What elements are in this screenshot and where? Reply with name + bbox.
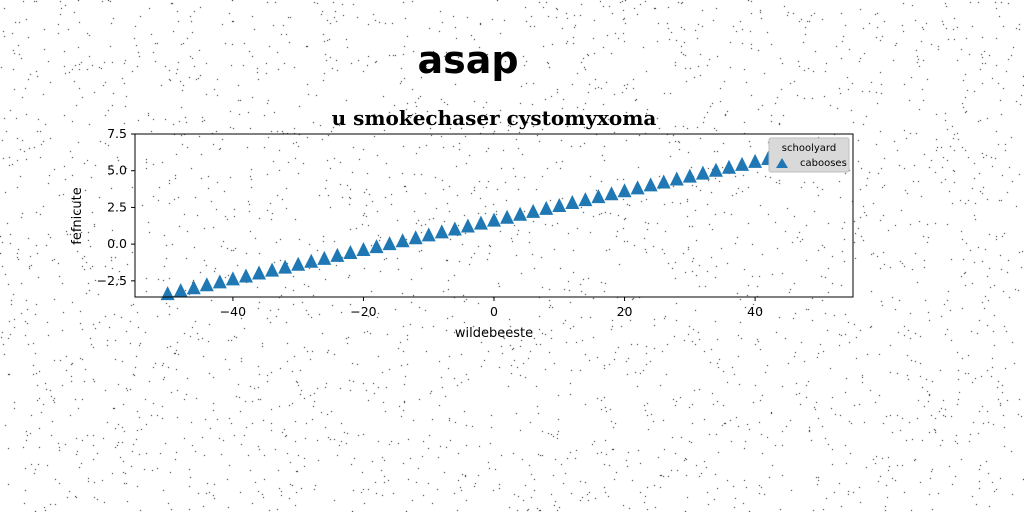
legend-box	[768, 137, 850, 173]
x-tick-label: −20	[350, 304, 376, 319]
legend: schoolyard cabooses	[768, 137, 850, 173]
data-point-triangle	[304, 253, 319, 268]
data-point-triangle	[395, 233, 410, 248]
legend-entry-label: cabooses	[800, 158, 847, 169]
data-point-triangle	[421, 227, 436, 242]
data-point-triangle	[330, 247, 345, 262]
legend-marker-triangle-icon	[776, 158, 788, 168]
legend-title: schoolyard	[782, 143, 836, 154]
data-point-triangle	[278, 259, 293, 274]
data-point-triangle	[630, 180, 645, 195]
figure-title: asap	[417, 38, 519, 82]
y-tick-label: −2.5	[97, 273, 127, 288]
data-point-triangle	[356, 242, 371, 257]
data-point-triangle	[565, 195, 580, 210]
data-point-triangle	[460, 218, 475, 233]
data-point-triangle	[591, 189, 606, 204]
data-point-triangle	[669, 171, 684, 186]
data-point-triangle	[343, 244, 358, 259]
x-tick-label: 0	[490, 304, 498, 319]
x-tick-label: 40	[747, 304, 763, 319]
data-point-triangle	[434, 224, 449, 239]
data-point-triangle	[656, 174, 671, 189]
chart-title: u smokechaser cystomyxoma	[331, 106, 657, 130]
data-point-triangle	[265, 262, 280, 277]
data-point-triangle	[186, 280, 201, 295]
data-point-triangle	[225, 271, 240, 286]
x-axis: −40 −20 0 20 40	[220, 297, 763, 319]
data-point-triangle	[447, 221, 462, 236]
data-point-triangle	[317, 250, 332, 265]
data-point-triangle	[708, 162, 723, 177]
data-point-triangle	[291, 256, 306, 271]
data-point-triangle	[682, 168, 697, 183]
data-point-triangle	[526, 203, 541, 218]
data-point-triangle	[617, 183, 632, 198]
data-point-triangle	[160, 286, 175, 301]
data-point-triangle	[721, 159, 736, 174]
data-point-triangle	[408, 230, 423, 245]
y-tick-label: 0.0	[107, 236, 127, 251]
data-point-triangle	[513, 206, 528, 221]
data-point-triangle	[212, 274, 227, 289]
x-tick-label: 20	[617, 304, 633, 319]
data-point-triangle	[382, 236, 397, 251]
y-axis-label: fefnicute	[70, 187, 85, 244]
data-point-triangle	[487, 212, 501, 227]
data-point-triangle	[238, 268, 253, 283]
data-point-triangle	[369, 239, 384, 254]
x-axis-label: wildebeeste	[455, 326, 533, 341]
y-tick-label: 2.5	[107, 199, 127, 214]
y-tick-label: 5.0	[107, 163, 127, 178]
data-point-triangle	[735, 156, 750, 171]
data-point-triangle	[604, 186, 619, 201]
x-tick-label: −40	[220, 304, 246, 319]
data-point-triangle	[643, 177, 658, 192]
data-point-triangle	[578, 192, 593, 207]
data-point-triangle	[748, 153, 763, 168]
data-point-triangle	[539, 200, 554, 215]
data-point-triangle	[173, 283, 188, 298]
y-axis: −2.5 0.0 2.5 5.0 7.5	[97, 126, 135, 288]
y-tick-label: 7.5	[107, 126, 127, 141]
data-point-triangle	[552, 197, 567, 212]
data-point-triangle	[695, 165, 710, 180]
data-point-triangle	[199, 277, 214, 292]
series-points	[160, 139, 828, 301]
data-point-triangle	[500, 209, 515, 224]
data-point-triangle	[252, 265, 267, 280]
data-point-triangle	[473, 215, 488, 230]
